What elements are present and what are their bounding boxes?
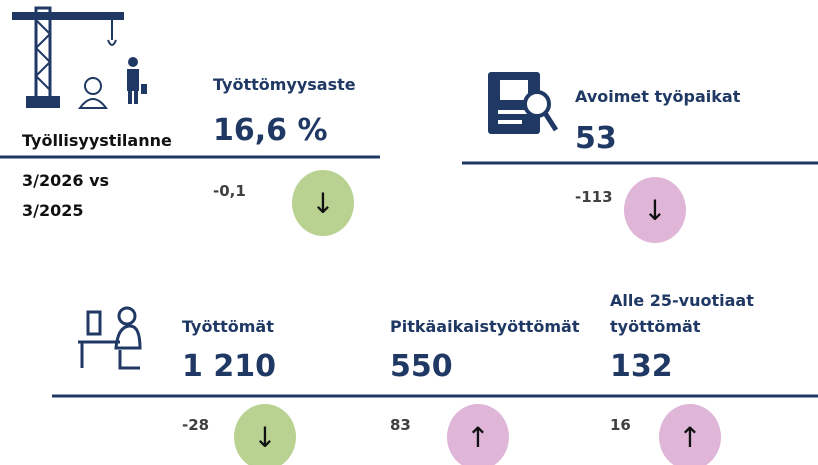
kpi-change: 83	[390, 416, 411, 434]
kpi-value: 16,6 %	[213, 113, 328, 148]
trend-arrow: ↓	[643, 194, 666, 227]
trend-arrow: ↓	[311, 187, 334, 220]
kpi-value: 550	[390, 349, 453, 384]
header-title: Työllisyystilanne	[22, 131, 172, 150]
period: 3/2026 vs	[22, 171, 109, 190]
kpi-label: Pitkäaikaistyöttömät	[390, 317, 580, 336]
kpi-change: -113	[575, 188, 613, 206]
trend-arrow: ↑	[678, 421, 701, 454]
kpi-label: Työttömyysaste	[213, 75, 356, 94]
kpi-label: työttömät	[610, 317, 701, 336]
trend-arrow: ↑	[466, 421, 489, 454]
trend-indicator	[447, 404, 509, 465]
clipboard-icon	[488, 72, 559, 134]
kpi-value: 53	[575, 121, 617, 156]
kpi-change: -0,1	[213, 182, 246, 200]
desk-worker-icon	[78, 306, 142, 370]
crane-icon	[12, 6, 147, 109]
kpi-label: Työttömät	[182, 317, 274, 336]
kpi-label: Alle 25-vuotiaat	[610, 291, 754, 310]
kpi-label: Avoimet työpaikat	[575, 87, 741, 106]
kpi-change: 16	[610, 416, 631, 434]
trend-arrow: ↓	[253, 421, 276, 454]
trend-indicator	[234, 404, 296, 465]
kpi-value: 1 210	[182, 349, 276, 384]
trend-indicator	[292, 170, 354, 236]
period: 3/2025	[22, 201, 84, 220]
trend-indicator	[659, 404, 721, 465]
trend-indicator	[624, 177, 686, 243]
kpi-change: -28	[182, 416, 209, 434]
kpi-value: 132	[610, 349, 673, 384]
